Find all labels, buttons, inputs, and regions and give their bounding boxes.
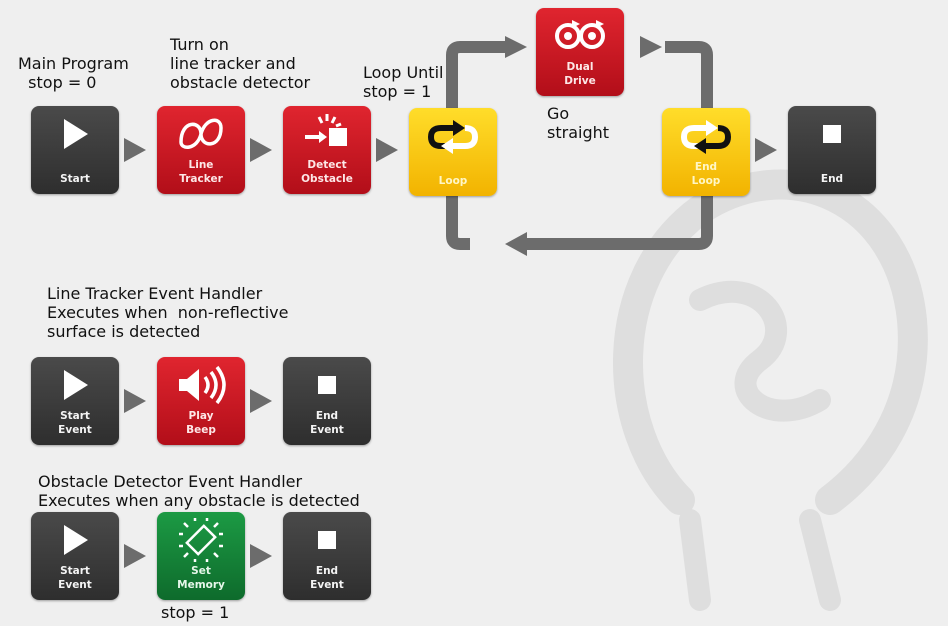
flow-arrow [755,138,777,162]
detect-obstacle-block[interactable]: Detect Obstacle [283,106,371,194]
line-tracker-block[interactable]: Line Tracker [157,106,245,194]
block-label: Start Event [58,565,92,591]
loop-arrow-head-2 [640,36,662,58]
block-label: Detect Obstacle [301,159,353,185]
end-event-block[interactable]: End Event [283,512,371,600]
start-event-block[interactable]: Start Event [31,357,119,445]
detect-obstacle-icon [305,114,347,146]
note-obstacle-handler: Obstacle Detector Event Handler Executes… [38,472,360,510]
memory-chip-icon [179,518,223,562]
loop-block[interactable]: Loop [409,108,497,196]
loop-arrow-head-1 [505,36,527,58]
block-label: Play Beep [186,410,216,436]
note-loop-until: Loop Until stop = 1 [363,63,444,101]
dual-drive-icon [555,20,605,49]
block-label: Start [60,173,90,185]
block-label: End Event [310,565,344,591]
loop-arrow-head-3 [505,232,527,256]
start-block[interactable]: Start [31,106,119,194]
block-label: Set Memory [177,565,225,591]
block-label: End [820,173,844,185]
line-tracker-icon [179,118,223,149]
flow-arrow [250,138,272,162]
note-line-tracker-handler: Line Tracker Event Handler Executes when… [47,284,289,341]
flow-arrow [376,138,398,162]
play-icon [64,370,88,400]
start-event-block[interactable]: Start Event [31,512,119,600]
note-turn-on: Turn on line tracker and obstacle detect… [170,35,311,92]
block-label: End Event [310,410,344,436]
end-loop-icon [680,120,732,154]
play-icon [64,525,88,555]
loop-icon [427,120,479,154]
play-icon [64,119,88,149]
note-main-program: Main Program stop = 0 [18,54,129,92]
flow-arrow [250,389,272,413]
dual-drive-block[interactable]: Dual Drive [536,8,624,96]
block-label: Start Event [58,410,92,436]
note-go-straight: Go straight [547,104,610,142]
end-block[interactable]: End [788,106,876,194]
set-memory-block[interactable]: Set Memory [157,512,245,600]
block-label: Loop [438,175,468,187]
speaker-icon [179,365,226,405]
block-label: Dual Drive [564,61,596,87]
flow-arrow [124,389,146,413]
note-set-memory: stop = 1 [161,603,230,622]
end-loop-block[interactable]: End Loop [662,108,750,196]
stop-icon [318,376,336,394]
stop-icon [823,125,841,143]
end-event-block[interactable]: End Event [283,357,371,445]
block-label: End Loop [691,161,721,187]
play-beep-block[interactable]: Play Beep [157,357,245,445]
flow-arrow [250,544,272,568]
flow-arrow [124,138,146,162]
stop-icon [318,531,336,549]
block-label: Line Tracker [179,159,223,185]
flow-arrow [124,544,146,568]
